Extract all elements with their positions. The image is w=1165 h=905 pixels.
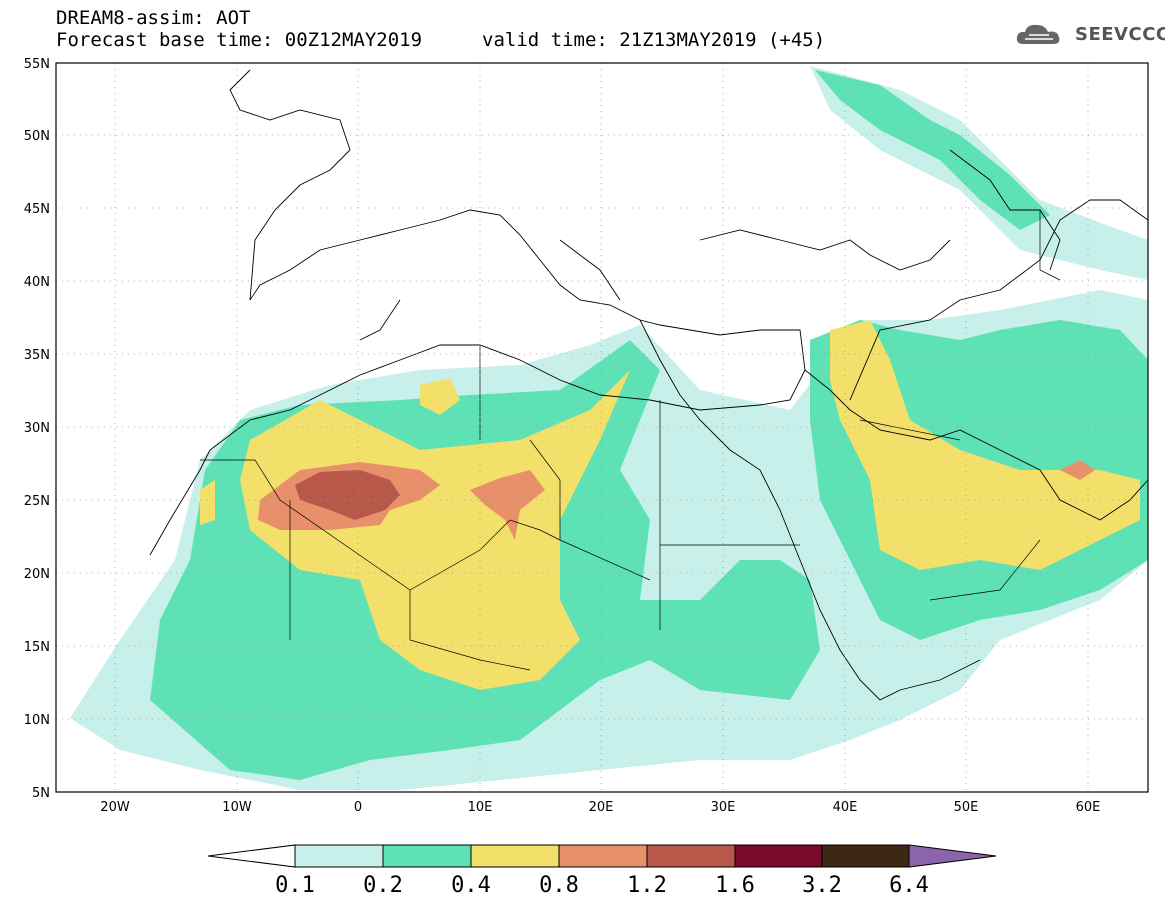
aot-level-1.2: [295, 470, 400, 520]
colorbar-tick: 0.1: [275, 873, 315, 898]
lat-label: 55N: [24, 57, 50, 72]
lat-label: 40N: [24, 275, 50, 290]
aot-level-0.4: [200, 320, 1140, 690]
colorbar-tick: 3.2: [802, 873, 842, 898]
lat-label: 45N: [24, 202, 50, 217]
colorbar-tick: 1.2: [627, 873, 667, 898]
colorbar-tick: 0.8: [539, 873, 579, 898]
colorbar-over-arrow: [908, 844, 997, 868]
lon-label: 60E: [1076, 800, 1101, 815]
lon-axis: 20W 10W 0 10E 20E 30E 40E 50E 60E: [100, 800, 1100, 815]
coastlines: [149, 69, 1148, 701]
colorbar-tick: 6.4: [889, 873, 929, 898]
lon-label: 0: [354, 800, 362, 815]
lat-label: 10N: [24, 713, 50, 728]
map-frame: [55, 62, 1149, 793]
colorbar-swatch: [470, 844, 560, 868]
title-product: DREAM8-assim: AOT: [56, 7, 251, 29]
lon-label: 10W: [222, 800, 252, 815]
colorbar-swatch: [382, 844, 472, 868]
lat-label: 20N: [24, 567, 50, 582]
colorbar-under-arrow: [207, 844, 296, 868]
colorbar-tick: 0.2: [363, 873, 403, 898]
lon-label: 20W: [100, 800, 130, 815]
colorbar-swatch: [734, 844, 823, 868]
colorbar-swatch: [646, 844, 736, 868]
lat-label: 25N: [24, 494, 50, 509]
cloud-icon: [1016, 24, 1060, 44]
colorbar-tick: 1.6: [715, 873, 755, 898]
lon-label: 20E: [589, 800, 614, 815]
lat-label: 15N: [24, 640, 50, 655]
lat-label: 50N: [24, 129, 50, 144]
lon-label: 30E: [711, 800, 736, 815]
title-valid-time: valid time: 21Z13MAY2019 (+45): [482, 29, 826, 51]
lat-label: 5N: [32, 786, 50, 801]
colorbar-swatch: [558, 844, 648, 868]
seevccc-logo: SEEVCCC: [1015, 20, 1165, 48]
logo-text: SEEVCCC: [1075, 23, 1165, 45]
colorbar-swatch: [294, 844, 384, 868]
lon-label: 50E: [954, 800, 979, 815]
lat-label: 30N: [24, 421, 50, 436]
colorbar-tick: 0.4: [451, 873, 491, 898]
colorbar-swatch: [821, 844, 910, 868]
title-base-time: Forecast base time: 00Z12MAY2019: [56, 29, 423, 51]
colorbar-labels: 0.1 0.2 0.4 0.8 1.2 1.6 3.2 6.4: [275, 873, 929, 898]
lat-label: 35N: [24, 348, 50, 363]
colorbar: [207, 844, 997, 868]
lat-axis: 55N 50N 45N 40N 35N 30N 25N 20N 15N 10N …: [24, 57, 50, 801]
aot-shading: [70, 66, 1148, 790]
lon-label: 10E: [468, 800, 493, 815]
graticule: [56, 63, 1148, 792]
lon-label: 40E: [833, 800, 858, 815]
